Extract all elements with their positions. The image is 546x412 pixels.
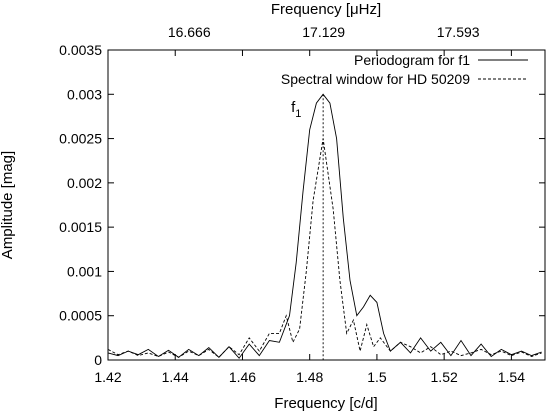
y-axis-ticks: 0 0.0005 0.001 0.0015 0.002 0.0025 0.003 0.0035 [59,42,545,368]
legend-label-2: Spectral window for HD 50209 [281,71,470,87]
top-tick-label: 16.666 [168,24,211,40]
legend-label-1: Periodogram for f1 [354,52,470,68]
top-tick-label: 17.593 [437,24,480,40]
x-tick-label: 1.42 [94,369,121,385]
series-line-1 [107,93,542,359]
y-tick-label: 0.0015 [59,219,102,235]
x-tick-label: 1.5 [367,369,387,385]
y-tick-label: 0.0025 [59,131,102,147]
y-tick-label: 0.003 [67,86,102,102]
y-tick-label: 0.002 [67,175,102,191]
y-tick-label: 0.0035 [59,42,102,58]
top-tick-label: 17.129 [302,24,345,40]
f1-annotation: f1 [291,99,301,120]
series-line-2 [107,138,542,358]
y-axis-label: Amplitude [mag] [0,151,16,259]
x-axis-label: Frequency [c/d] [274,395,377,412]
x-tick-label: 1.54 [498,369,525,385]
legend: Periodogram for f1 Spectral window for HD… [281,52,528,87]
x-tick-label: 1.52 [431,369,458,385]
top-axis-ticks: 16.666 17.129 17.593 [168,24,480,40]
plot-frame [107,49,546,361]
y-tick-label: 0 [94,352,102,368]
y-tick-label: 0.0005 [59,308,102,324]
series-layer [107,93,542,359]
annotation-layer: f1 [291,94,324,360]
x-axis-ticks: 1.42 1.44 1.46 1.48 1.5 1.52 1.54 [94,50,525,385]
top-axis-label: Frequency [μHz] [271,1,381,18]
y-tick-label: 0.001 [67,263,102,279]
x-tick-label: 1.44 [162,369,189,385]
x-tick-label: 1.46 [229,369,256,385]
x-tick-label: 1.48 [296,369,323,385]
